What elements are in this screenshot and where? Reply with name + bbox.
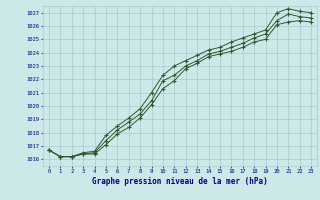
X-axis label: Graphe pression niveau de la mer (hPa): Graphe pression niveau de la mer (hPa) [92, 177, 268, 186]
